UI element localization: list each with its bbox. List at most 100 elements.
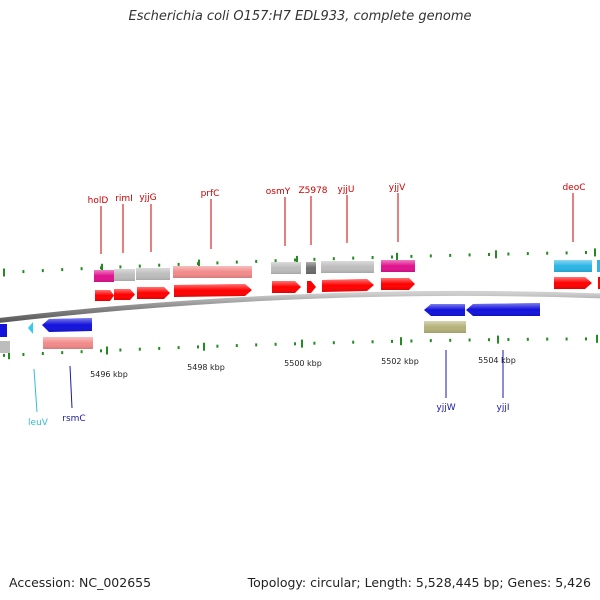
map-title: Escherichia coli O157:H7 EDL933, complet… bbox=[128, 9, 472, 24]
major-tick bbox=[596, 334, 598, 343]
minor-tick bbox=[138, 347, 141, 351]
topology-label: Topology: circular; Length: 5,528,445 bp… bbox=[247, 575, 591, 590]
scale-label: 5502 kbp bbox=[381, 357, 419, 366]
minor-tick bbox=[391, 255, 393, 259]
cds-arrow bbox=[307, 281, 316, 293]
trna-arrow bbox=[28, 322, 33, 334]
accession-label: Accession: NC_002655 bbox=[9, 575, 152, 590]
minor-tick bbox=[585, 337, 587, 341]
gene-label-rimI: rimI bbox=[115, 194, 133, 204]
minor-tick bbox=[565, 251, 568, 255]
major-tick bbox=[301, 339, 303, 348]
feature-class-track-lower bbox=[0, 321, 466, 353]
minor-tick bbox=[449, 338, 452, 342]
gene-label-holD: holD bbox=[88, 196, 109, 206]
scale-label: 5496 kbp bbox=[90, 370, 128, 379]
minor-tick bbox=[119, 265, 122, 269]
minor-tick bbox=[371, 256, 374, 259]
major-tick bbox=[203, 342, 205, 351]
forward-strand-highlights bbox=[95, 277, 592, 301]
gene-labels-upper: holD rimI yjjG prfC osmY Z5978 yjjU yjjV… bbox=[88, 183, 586, 206]
major-tick bbox=[198, 259, 200, 268]
major-tick bbox=[497, 335, 499, 344]
gene-leader-rsmC bbox=[69, 365, 73, 409]
minor-tick bbox=[61, 268, 64, 272]
minor-tick bbox=[507, 338, 510, 341]
major-tick bbox=[495, 250, 497, 259]
major-tick bbox=[106, 346, 108, 355]
gene-label-prfC: prfC bbox=[201, 189, 220, 199]
cds-arrow bbox=[0, 324, 7, 337]
scale-label: 5498 kbp bbox=[187, 363, 225, 372]
major-tick bbox=[8, 351, 10, 360]
minor-tick bbox=[177, 262, 180, 266]
gene-label-yjjW: yjjW bbox=[436, 403, 455, 413]
minor-tick bbox=[80, 350, 83, 354]
minor-tick bbox=[294, 258, 296, 262]
gene-label-rsmC: rsmC bbox=[62, 414, 85, 424]
gene-label-yjjI: yjjI bbox=[497, 403, 510, 413]
minor-tick bbox=[138, 264, 141, 268]
major-tick bbox=[296, 255, 298, 264]
tick-row-lower bbox=[3, 334, 598, 360]
minor-tick bbox=[313, 257, 316, 261]
minor-tick bbox=[429, 254, 432, 258]
minor-tick bbox=[565, 337, 568, 341]
minor-tick bbox=[352, 340, 355, 344]
minor-tick bbox=[216, 344, 219, 348]
feature-class-highlights bbox=[94, 260, 592, 282]
minor-tick bbox=[410, 339, 413, 343]
gene-label-yjjG: yjjG bbox=[139, 193, 156, 203]
gene-label-yjjV: yjjV bbox=[389, 183, 406, 193]
minor-tick bbox=[332, 257, 335, 261]
tick-row-upper bbox=[3, 248, 596, 277]
minor-tick bbox=[61, 351, 64, 355]
minor-tick bbox=[546, 337, 549, 341]
minor-tick bbox=[22, 270, 25, 274]
minor-tick bbox=[235, 260, 238, 264]
minor-tick bbox=[410, 254, 413, 258]
minor-tick bbox=[352, 256, 355, 260]
gene-label-osmY: osmY bbox=[266, 187, 291, 197]
minor-tick bbox=[488, 338, 490, 342]
minor-tick bbox=[255, 343, 258, 347]
minor-tick bbox=[22, 353, 25, 356]
gene-leaders-upper bbox=[100, 193, 574, 254]
minor-tick bbox=[526, 337, 529, 341]
minor-tick bbox=[488, 253, 490, 256]
minor-tick bbox=[235, 344, 238, 348]
gene-leader-leuV bbox=[33, 368, 38, 413]
major-tick bbox=[400, 337, 402, 346]
minor-tick bbox=[80, 267, 83, 271]
minor-tick bbox=[468, 253, 471, 257]
reverse-strand-highlights bbox=[42, 303, 540, 332]
minor-tick bbox=[429, 339, 432, 343]
minor-tick bbox=[294, 342, 296, 346]
minor-tick bbox=[274, 259, 277, 263]
minor-tick bbox=[526, 252, 529, 256]
cog-bar bbox=[597, 260, 600, 272]
minor-tick bbox=[197, 345, 199, 349]
minor-tick bbox=[449, 253, 452, 257]
major-tick bbox=[594, 248, 596, 257]
minor-tick bbox=[158, 263, 161, 267]
major-tick bbox=[3, 268, 5, 277]
minor-tick bbox=[216, 261, 219, 265]
minor-tick bbox=[158, 346, 161, 350]
gene-label-deoC: deoC bbox=[562, 183, 585, 193]
gene-label-yjjU: yjjU bbox=[338, 185, 355, 195]
cog-bar bbox=[0, 341, 10, 353]
minor-tick bbox=[100, 349, 102, 353]
minor-tick bbox=[585, 251, 587, 254]
minor-tick bbox=[119, 348, 122, 352]
gene-labels-lower: leuV rsmC yjjW yjjI bbox=[28, 403, 509, 428]
minor-tick bbox=[507, 252, 510, 256]
major-tick bbox=[101, 263, 103, 272]
gene-label-leuV: leuV bbox=[28, 418, 49, 428]
minor-tick bbox=[255, 259, 258, 263]
minor-tick bbox=[41, 269, 44, 273]
scale-label: 5504 kbp bbox=[478, 356, 516, 365]
major-tick bbox=[396, 252, 398, 261]
minor-tick bbox=[3, 353, 5, 357]
